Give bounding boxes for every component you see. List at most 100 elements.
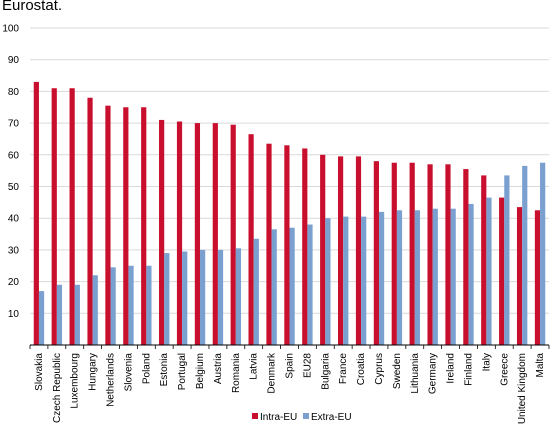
bar-intra-eu-8 [176, 121, 183, 345]
x-axis [29, 344, 550, 349]
bar-intra-eu-16 [320, 154, 326, 345]
bar-extra-eu-19 [378, 211, 385, 345]
bar-intra-eu-26 [499, 197, 505, 345]
bar-extra-eu-3 [92, 275, 98, 345]
bar-intra-eu-7 [159, 119, 165, 346]
bar-intra-eu-27 [516, 207, 523, 345]
bar-extra-eu-6 [146, 265, 152, 345]
bar-intra-eu-13 [266, 143, 272, 345]
bar-extra-eu-16 [325, 218, 331, 345]
category-label-6: Poland [141, 353, 152, 384]
category-label-10: Austria [213, 353, 224, 385]
legend-label-0: Intra-EU [260, 412, 297, 423]
bar-extra-eu-11 [235, 248, 242, 345]
bar-intra-eu-4 [105, 105, 111, 345]
bar-extra-eu-2 [74, 284, 80, 345]
category-label-5: Slovenia [123, 353, 134, 392]
bar-intra-eu-5 [123, 107, 129, 345]
category-label-21: Lithuania [410, 353, 421, 394]
bar-intra-eu-21 [409, 162, 415, 345]
bar-extra-eu-13 [271, 229, 277, 345]
bar-extra-eu-10 [217, 249, 224, 345]
y-tick-label-70: 70 [8, 119, 20, 130]
y-tick-label-30: 30 [8, 245, 20, 256]
category-label-14: Spain [285, 353, 296, 379]
bar-extra-eu-12 [253, 238, 259, 345]
bar-intra-eu-24 [463, 169, 469, 345]
bar-intra-eu-28 [534, 210, 541, 345]
category-label-26: Greece [499, 353, 510, 386]
bar-extra-eu-24 [468, 203, 474, 345]
caption-text: Eurostat. [2, 0, 63, 14]
bar-extra-eu-4 [110, 267, 116, 345]
bar-extra-eu-5 [128, 265, 134, 345]
bar-extra-eu-1 [56, 284, 63, 345]
category-label-23: Ireland [446, 353, 457, 384]
bar-intra-eu-1 [51, 88, 57, 345]
bars [33, 81, 546, 346]
bar-intra-eu-0 [33, 81, 39, 345]
bar-intra-eu-25 [481, 175, 487, 345]
bar-intra-eu-11 [230, 124, 236, 345]
bar-extra-eu-28 [540, 162, 546, 345]
bar-intra-eu-2 [69, 88, 75, 345]
category-label-25: Italy [481, 353, 492, 371]
bar-intra-eu-19 [373, 161, 379, 345]
bar-intra-eu-15 [302, 148, 308, 345]
category-label-19: Cyprus [374, 353, 385, 385]
category-label-3: Hungary [88, 353, 99, 391]
y-tick-label-10: 10 [8, 309, 20, 320]
bar-intra-eu-17 [337, 156, 344, 345]
y-tick-label-40: 40 [8, 214, 20, 225]
category-label-16: Bulgaria [320, 353, 331, 390]
bar-extra-eu-15 [307, 224, 313, 345]
bar-intra-eu-14 [284, 145, 290, 345]
bar-intra-eu-10 [212, 123, 218, 345]
bar-intra-eu-12 [248, 134, 254, 345]
category-label-22: Germany [428, 353, 439, 394]
legend-swatch-1 [303, 413, 309, 419]
bar-intra-eu-9 [194, 123, 201, 345]
y-tick-label-50: 50 [8, 182, 20, 193]
category-label-12: Latvia [249, 353, 260, 380]
y-tick-label-100: 100 [2, 24, 19, 35]
category-label-18: Croatia [356, 353, 367, 386]
y-axis-ticks: 10 20 30 40 50 60 70 80 90 100 [2, 24, 19, 320]
bar-intra-eu-3 [87, 97, 93, 346]
bar-extra-eu-27 [522, 165, 528, 345]
category-label-9: Belgium [195, 353, 206, 389]
bar-intra-eu-23 [445, 164, 451, 345]
bar-intra-eu-20 [391, 162, 397, 345]
bar-extra-eu-17 [343, 216, 349, 345]
bar-extra-eu-7 [164, 253, 170, 345]
category-label-8: Portugal [177, 353, 188, 390]
bar-intra-eu-6 [141, 107, 147, 345]
category-labels: Slovakia Czech Republic Luxembourg Hungary N… [34, 352, 546, 424]
legend-label-1: Extra-EU [311, 412, 352, 423]
category-label-13: Denmark [267, 352, 278, 394]
y-tick-label-80: 80 [8, 87, 20, 98]
bar-extra-eu-25 [486, 197, 492, 345]
category-label-7: Estonia [159, 353, 170, 387]
bar-extra-eu-23 [450, 208, 456, 345]
category-label-17: France [338, 353, 349, 385]
category-label-15: EU28 [302, 353, 313, 378]
category-label-24: Finland [463, 353, 474, 386]
category-label-20: Sweden [392, 353, 403, 389]
category-label-4: Netherlands [106, 353, 117, 407]
category-label-27: United Kingdom [517, 353, 528, 424]
category-label-1: Czech Republic [52, 353, 63, 423]
bar-extra-eu-26 [504, 175, 510, 345]
bar-extra-eu-8 [182, 251, 188, 345]
legend: Intra-EU Extra-EU [252, 412, 352, 423]
category-label-2: Luxembourg [70, 353, 81, 409]
bar-extra-eu-22 [432, 208, 438, 345]
y-tick-label-60: 60 [8, 150, 20, 161]
category-label-0: Slovakia [34, 353, 45, 391]
bar-extra-eu-0 [38, 291, 45, 345]
y-tick-label-20: 20 [8, 277, 20, 288]
legend-swatch-0 [252, 413, 258, 419]
bar-extra-eu-21 [414, 210, 420, 345]
category-label-11: Romania [231, 353, 242, 393]
